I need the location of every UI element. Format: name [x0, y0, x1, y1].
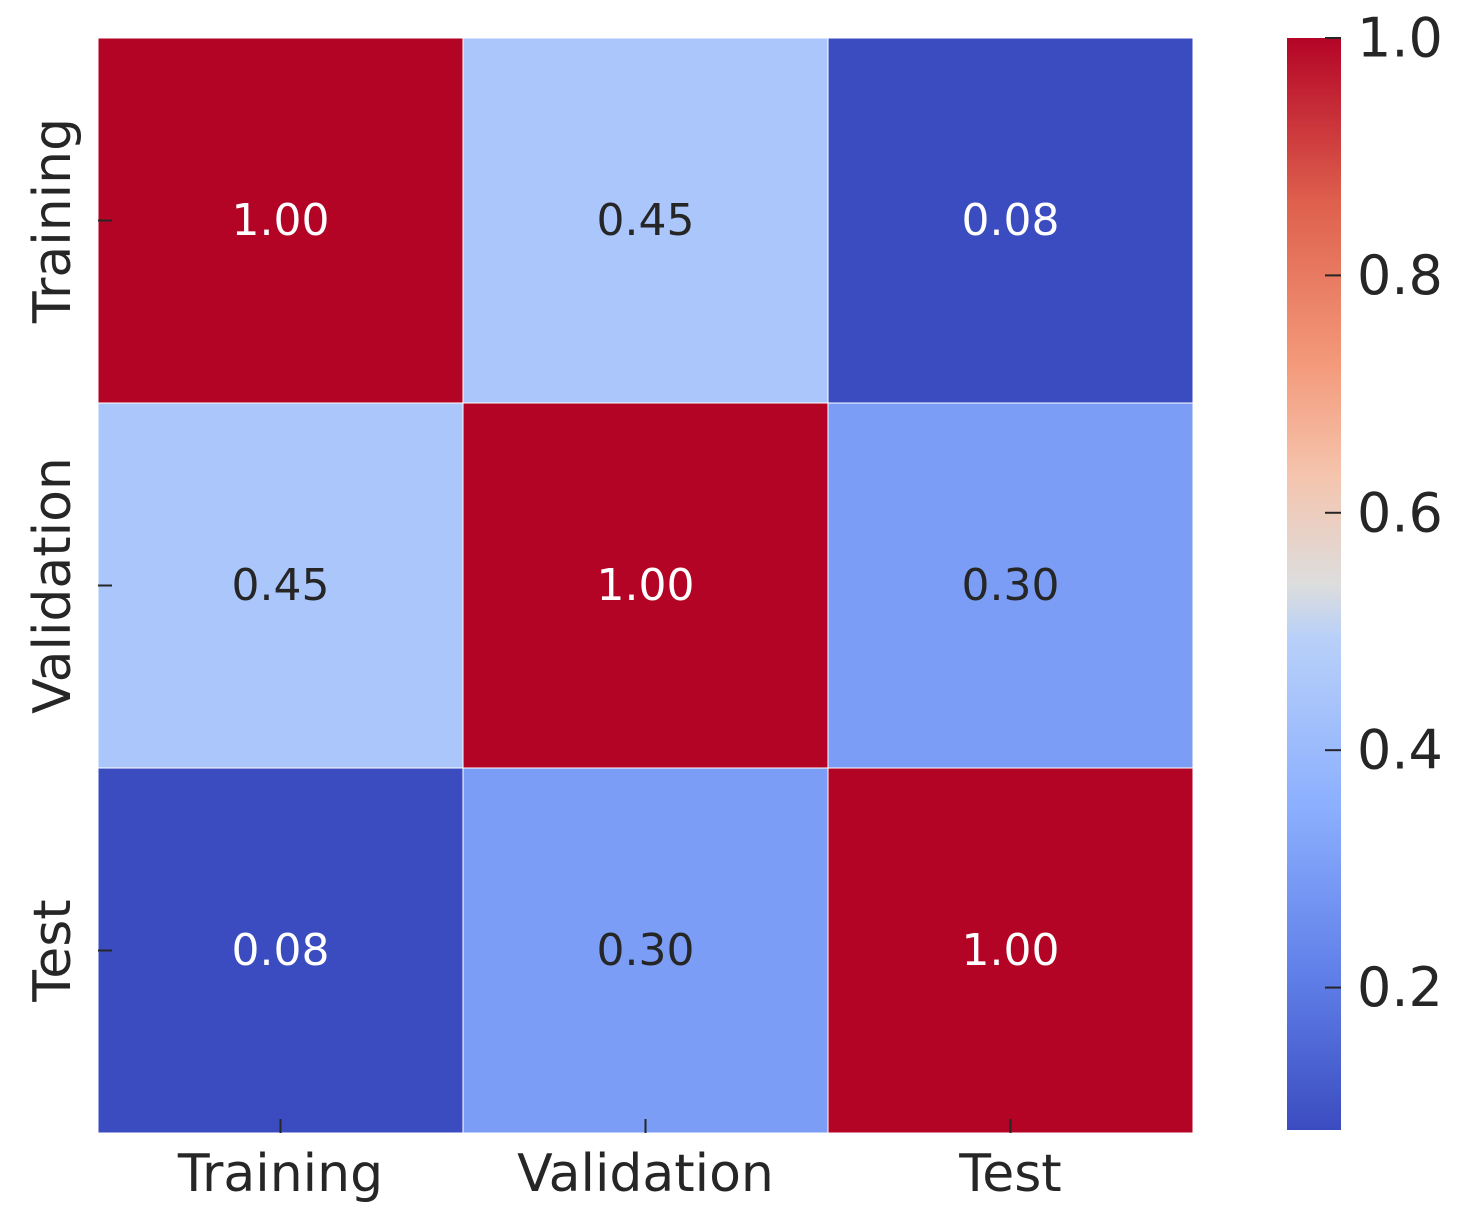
y-axis: Training Validation Test [23, 118, 112, 1003]
colorbar-tick-label-3: 0.8 [1357, 244, 1443, 307]
y-tick-label-0: Training [23, 118, 83, 324]
heatmap-cell-r1-c1 [462, 402, 829, 769]
colorbar-tick-label-1: 0.4 [1357, 719, 1443, 782]
x-tick-label-0: Training [177, 1144, 383, 1204]
colorbar-tick-label-4: 1.0 [1357, 7, 1443, 70]
y-tick-label-1: Validation [23, 457, 83, 714]
heatmap-cell-r0-c0 [97, 37, 464, 404]
heatmap-cell-r1-c0 [97, 402, 464, 769]
heatmap-cell-r1-c2 [827, 402, 1194, 769]
cell-value-r1-c0: 0.45 [232, 560, 330, 611]
x-axis: Training Validation Test [177, 1119, 1062, 1204]
heatmap-cells [97, 37, 1194, 1134]
heatmap-cell-r2-c1 [462, 767, 829, 1134]
cell-value-r0-c0: 1.00 [232, 195, 330, 246]
heatmap-cell-r2-c0 [97, 767, 464, 1134]
y-tick-label-2: Test [23, 899, 83, 1002]
colorbar-tick-label-0: 0.2 [1357, 956, 1443, 1019]
cell-value-r1-c2: 0.30 [962, 560, 1060, 611]
colorbar: 0.2 0.4 0.6 0.8 1.0 [1287, 7, 1443, 1130]
heatmap-cell-r0-c2 [827, 37, 1194, 404]
cell-value-r1-c1: 1.00 [597, 560, 695, 611]
cell-value-r0-c2: 0.08 [962, 195, 1060, 246]
colorbar-gradient [1287, 38, 1341, 1130]
cell-value-r2-c0: 0.08 [232, 925, 330, 976]
cell-value-r2-c1: 0.30 [597, 925, 695, 976]
colorbar-tick-label-2: 0.6 [1357, 481, 1443, 544]
heatmap-cell-r0-c1 [462, 37, 829, 404]
cell-value-r0-c1: 0.45 [597, 195, 695, 246]
cell-value-r2-c2: 1.00 [962, 925, 1060, 976]
x-tick-label-1: Validation [517, 1144, 774, 1204]
heatmap-annotations: 1.00 0.45 0.08 0.45 1.00 0.30 0.08 0.30 1.00 [232, 195, 1060, 976]
x-tick-label-2: Test [958, 1144, 1061, 1204]
